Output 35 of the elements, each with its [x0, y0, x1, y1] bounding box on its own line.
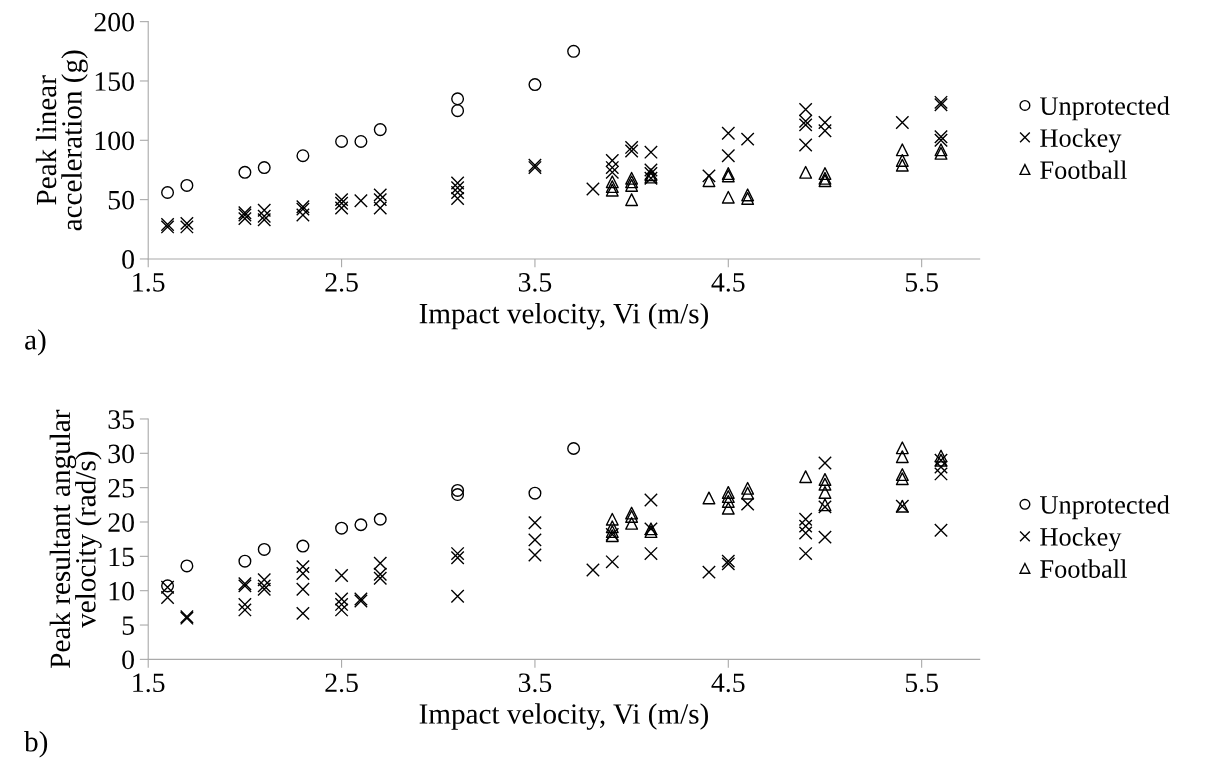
x-tick-label: 2.5 [325, 673, 358, 693]
x-tick-label: 5.5 [905, 273, 938, 292]
x-tick-label: 2.5 [325, 273, 358, 292]
y-tick-label: 30 [108, 444, 134, 464]
y-tick-label: 25 [108, 478, 134, 498]
x-axis-title: Impact velocity, Vi (m/s) [419, 703, 708, 730]
y-tick-label: 100 [95, 131, 134, 151]
legend-label: Football [1040, 160, 1127, 180]
x-tick-label: 3.5 [518, 273, 552, 292]
legend-label: Hockey [1040, 128, 1122, 153]
y-tick-label: 0 [122, 250, 134, 269]
text: a) [25, 329, 46, 356]
legend-label: Hockey [1040, 527, 1122, 552]
y-tick-label: 15 [109, 547, 134, 567]
legend-label: Unprotected [1039, 96, 1170, 121]
y-tick-label: 50 [108, 190, 134, 210]
x-tick-label: 5.5 [905, 673, 938, 693]
x-tick-label: 1.5 [133, 273, 165, 292]
x-tick-label: 4.5 [711, 673, 745, 693]
y-axis-title: Peak linear acceleration (g) [35, 50, 88, 231]
y-tick-label: 5 [122, 616, 134, 635]
text: b) [24, 731, 48, 758]
x-tick-label: 3.5 [518, 673, 552, 693]
x-tick-label: 4.5 [711, 273, 745, 292]
y-tick-label: 0 [122, 650, 134, 670]
legend-label: Unprotected [1039, 495, 1170, 520]
y-axis-title: Peak resultant angular velocity (rad/s) [49, 409, 102, 668]
y-tick-label: 20 [108, 513, 134, 532]
y-tick-label: 200 [94, 12, 134, 32]
x-tick-label: 1.5 [133, 673, 165, 693]
x-axis-title: Impact velocity, Vi (m/s) [419, 302, 708, 330]
y-tick-label: 10 [109, 581, 134, 601]
y-tick-label: 150 [95, 72, 134, 91]
legend-label: Football [1040, 559, 1127, 578]
y-tick-label: 35 [108, 410, 134, 429]
